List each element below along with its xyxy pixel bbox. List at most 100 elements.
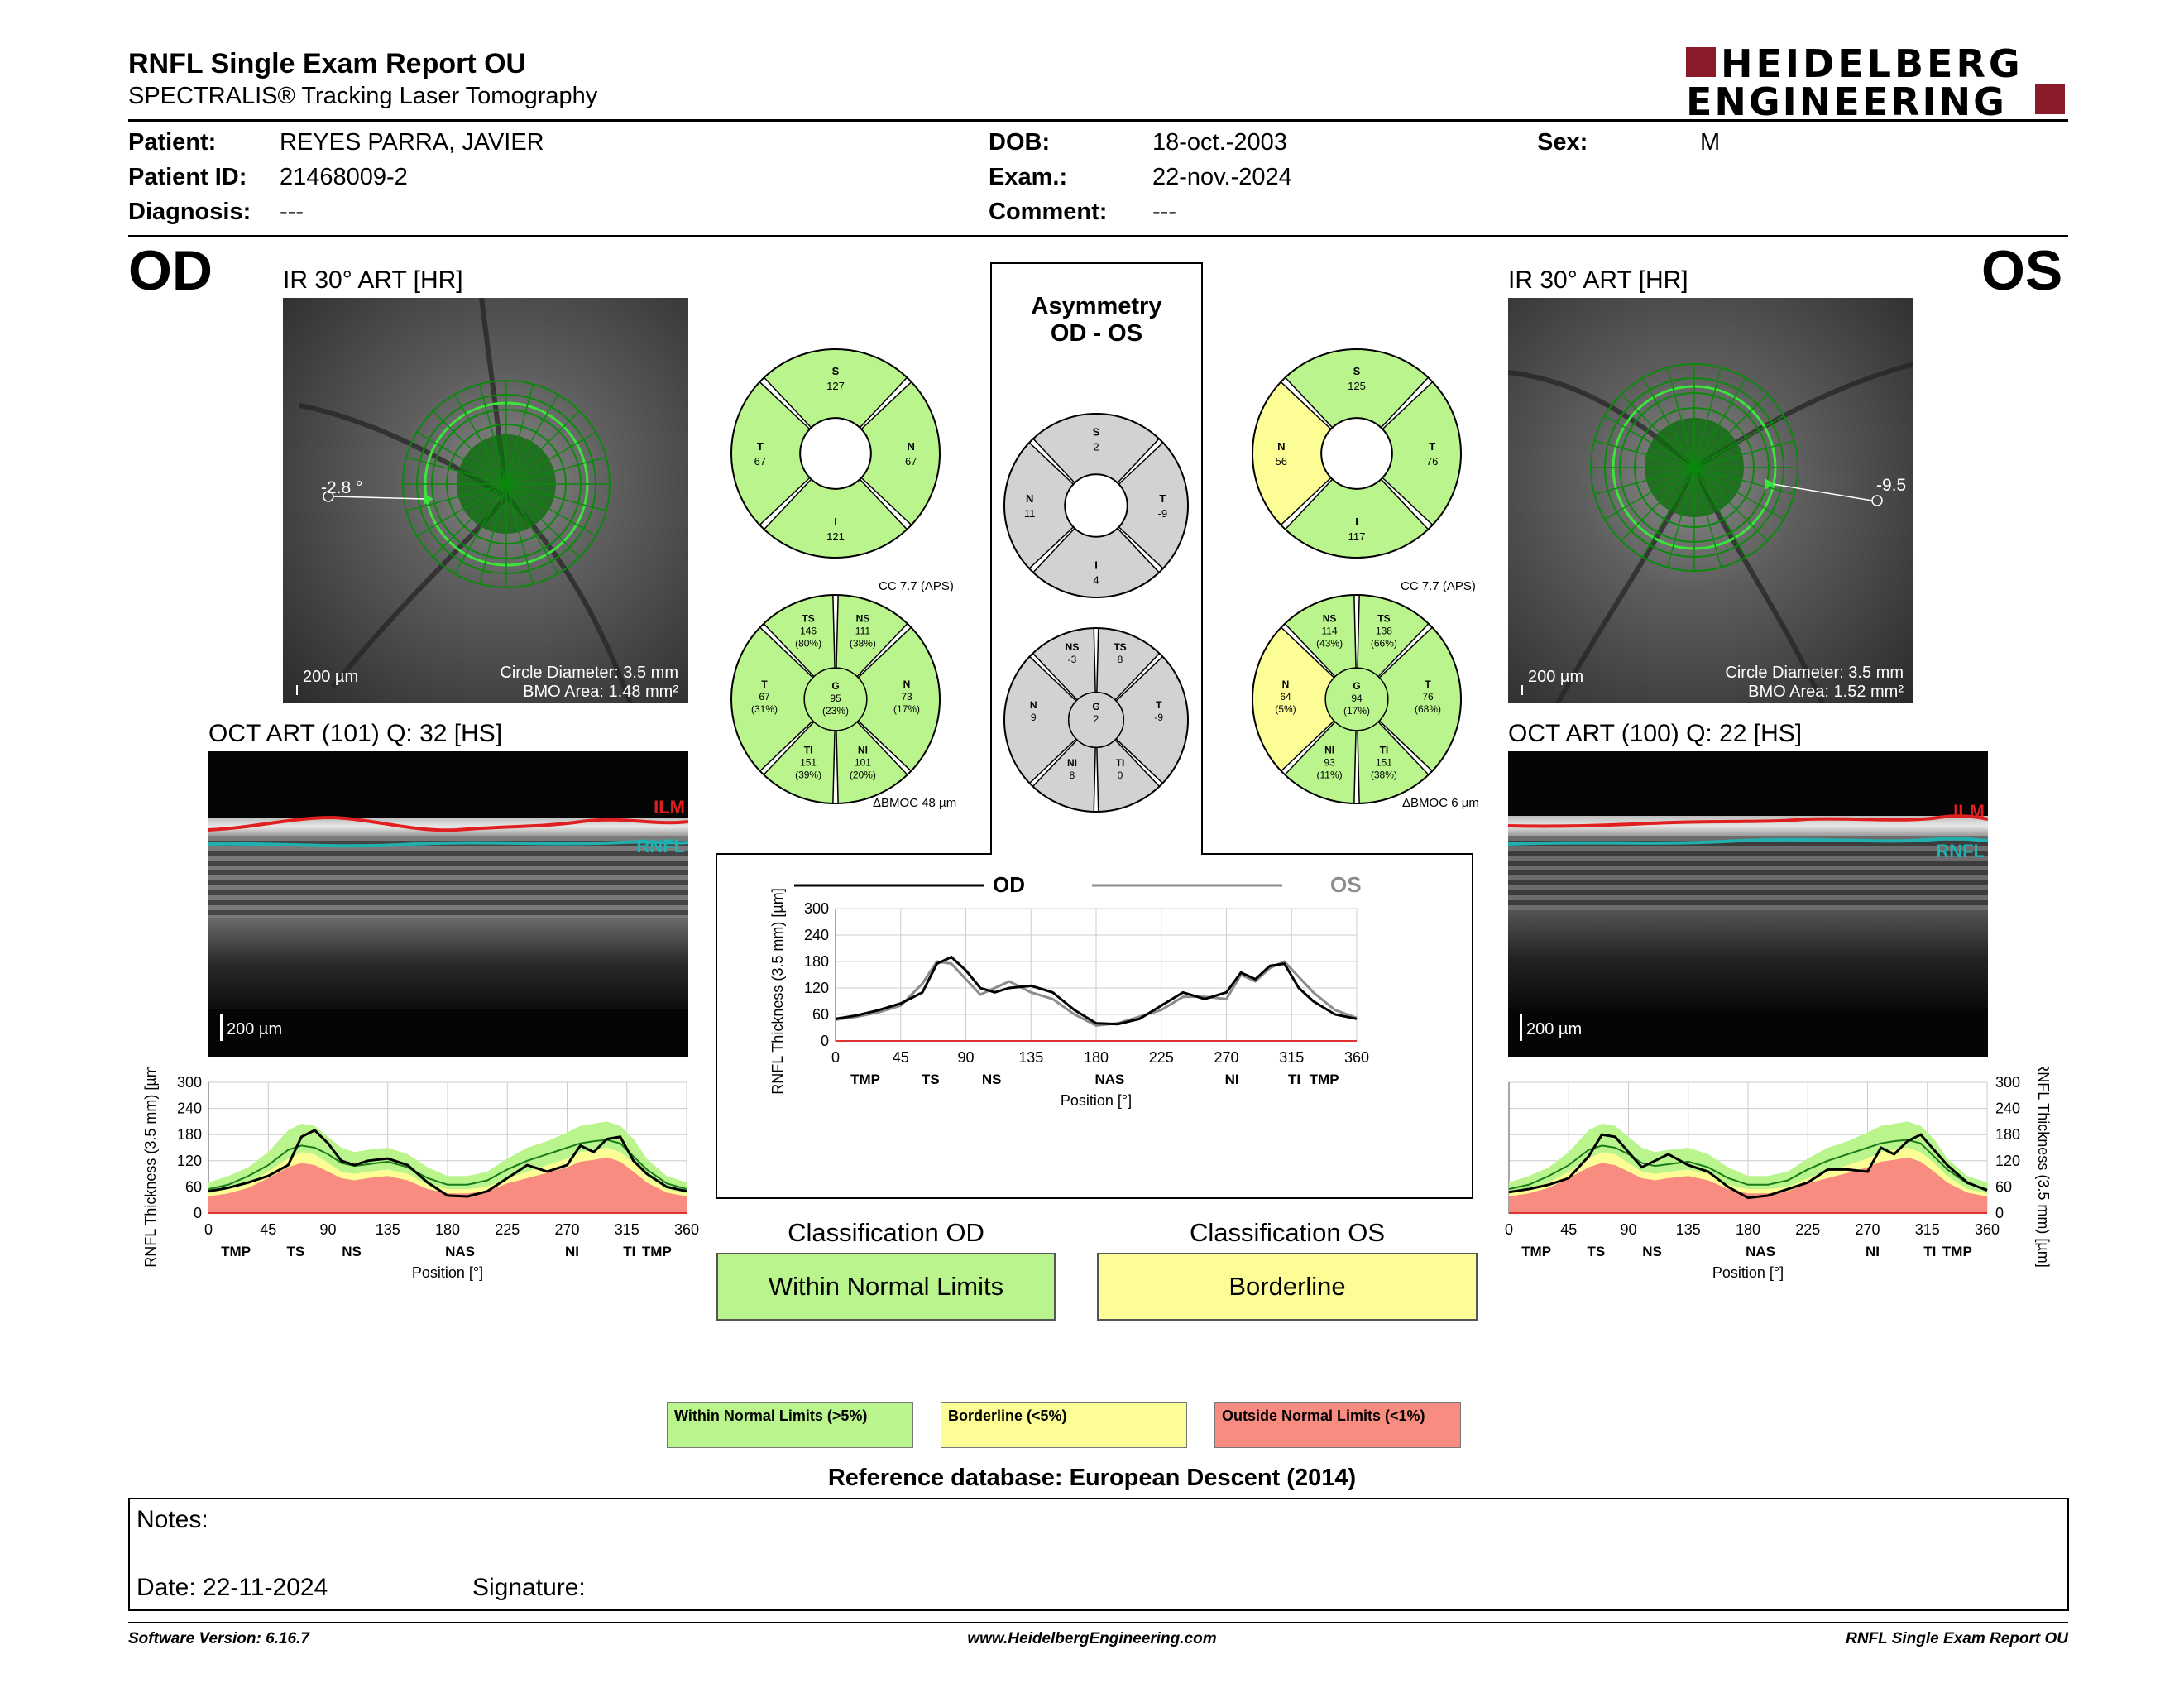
x-axis-label: Position [°] [412, 1264, 483, 1281]
os-label: OS [1981, 239, 2063, 302]
sector-text-N-1: 73 [901, 691, 912, 703]
asymmetry-title-2: OD - OS [1050, 320, 1143, 347]
os-scale-label: 200 µm [1528, 668, 1584, 686]
sector-axis-label: TS [922, 1072, 940, 1087]
sector-text-N-0: N [903, 679, 911, 690]
os-circle-diameter: Circle Diameter: 3.5 mm [1725, 664, 1904, 682]
x-axis-label: Position [°] [1712, 1264, 1784, 1281]
ytick-label: 60 [1995, 1178, 2012, 1195]
legend-outside: Outside Normal Limits (<1%) [1214, 1402, 1461, 1448]
sector-axis-label: TMP [1942, 1244, 1972, 1259]
od-bmoc-value: BMOC 48 µm [881, 796, 957, 810]
od-oct-scale: 200 µm [227, 1020, 283, 1038]
sector-label-S: S [1093, 426, 1100, 439]
sector-label-T: T [1159, 492, 1166, 505]
od-oct-image: ILM RNFL 200 µm [208, 751, 688, 1057]
xtick-label: 90 [957, 1049, 974, 1066]
xtick-label: 90 [319, 1221, 336, 1238]
od-classification-label: Classification OD [788, 1218, 984, 1247]
sector-value-I: 4 [1093, 573, 1099, 586]
ytick-label: 240 [804, 927, 829, 943]
series-OS [1508, 1133, 1988, 1200]
legend-normal-text: Within Normal Limits (>5%) [674, 1407, 868, 1424]
sector-axis-label: NI [1225, 1072, 1239, 1087]
sector-axis-label: TI [623, 1244, 635, 1259]
dob: 18-oct.-2003 [1152, 129, 1287, 156]
ytick-label: 120 [804, 980, 829, 996]
footer-url[interactable]: www.HeidelbergEngineering.com [967, 1630, 1217, 1647]
sector-value-I: 121 [826, 530, 845, 543]
xtick-label: 225 [1795, 1221, 1820, 1238]
sector-text-N-1: 64 [1280, 691, 1291, 703]
sector-text-TI-2: (39%) [795, 769, 821, 780]
sector-outer-ring [1252, 594, 1462, 804]
sector-value-T: -9 [1158, 507, 1168, 520]
od-angle: -2.8 ° [321, 478, 363, 497]
os-classification-value: Borderline [1228, 1272, 1346, 1301]
sector-text-NS-2: (38%) [850, 638, 876, 650]
sector-text-N-2: (17%) [893, 703, 920, 715]
sector-text-NI-1: 101 [855, 756, 871, 768]
sector-axis-label: NI [565, 1244, 579, 1259]
sector-text-NS-1: 114 [1322, 626, 1338, 637]
xtick-label: 135 [1676, 1221, 1701, 1238]
sector-text-T-2: (31%) [751, 703, 778, 715]
os-classification-label: Classification OS [1189, 1218, 1386, 1247]
ytick-label: 0 [1995, 1205, 2004, 1221]
legend-borderline: Borderline (<5%) [941, 1402, 1187, 1448]
notes-box[interactable]: Notes: Date: 22-11-2024 Signature: [128, 1498, 2069, 1611]
asym-sector4-chart: S 2 T -9 I 4 N 11 [1003, 413, 1189, 598]
sector-G [803, 667, 868, 731]
sector-text-TS-1: 8 [1118, 654, 1123, 665]
sector-value-I: 117 [1348, 530, 1366, 543]
sector-axis-label: NAS [1746, 1244, 1775, 1259]
sector-text-T-1: 76 [1422, 691, 1434, 703]
sector-outer-ring [1252, 348, 1462, 559]
xtick-label: 0 [1505, 1221, 1513, 1238]
sector-text-TI-0: TI [1380, 744, 1389, 755]
sector-text-TS-2: (66%) [1371, 638, 1397, 650]
os-ilm-label: ILM [1953, 801, 1985, 822]
exam-label: Exam.: [989, 164, 1068, 190]
sector-axis-label: TMP [850, 1072, 880, 1087]
sector-label-S: S [832, 365, 840, 377]
report-title: RNFL Single Exam Report OU [128, 48, 527, 79]
sector-axis-label: TMP [642, 1244, 672, 1259]
series-mean [1508, 1139, 1988, 1191]
sector-text-G-0: G [831, 680, 839, 692]
os-oct-layers [1508, 814, 1988, 846]
od-bmoc-label: ΔBMOC 48 µm [873, 796, 957, 810]
sector-value-T: 76 [1426, 455, 1438, 468]
ytick-label: 180 [1995, 1126, 2020, 1143]
comparison-chart: 0 60 120 180 240 300 0 45 90 135 180 225 270 315 360 TM… [769, 872, 1369, 1109]
os-oct-scale: 200 µm [1526, 1020, 1583, 1038]
od-ir-title: IR 30° ART [HR] [283, 266, 463, 294]
sector-text-N-0: N [1282, 679, 1290, 690]
xtick-label: 0 [831, 1049, 840, 1066]
sector-text-NS-0: NS [1066, 641, 1080, 653]
sector-text-TS-0: TS [802, 613, 814, 625]
series-OD [835, 955, 1358, 1026]
sector-text-NI-0: NI [1324, 744, 1334, 755]
sex-label: Sex: [1537, 129, 1588, 156]
sector-text-T-0: T [1156, 699, 1162, 711]
software-version: Software Version: 6.16.7 [128, 1630, 309, 1647]
xtick-label: 360 [674, 1221, 699, 1238]
sector-inner-ring [799, 417, 872, 490]
xtick-label: 225 [495, 1221, 520, 1238]
xtick-label: 225 [1149, 1049, 1174, 1066]
od-bmo-area: BMO Area: 1.48 mm² [523, 683, 678, 701]
sector-axis-label: TI [1923, 1244, 1936, 1259]
sector-text-TI-2: (38%) [1371, 769, 1397, 780]
legend-outside-text: Outside Normal Limits (<1%) [1222, 1407, 1425, 1424]
sector-axis-label: NAS [1094, 1072, 1124, 1087]
sector-text-NS-0: NS [1323, 613, 1337, 625]
sector-outer-ring [1003, 413, 1189, 598]
sector-value-N: 67 [905, 455, 917, 468]
xtick-label: 270 [554, 1221, 579, 1238]
sector-text-NS-1: 111 [855, 626, 871, 637]
asymmetry-title-1: Asymmetry [1031, 293, 1162, 319]
patient-label: Patient: [128, 129, 217, 156]
